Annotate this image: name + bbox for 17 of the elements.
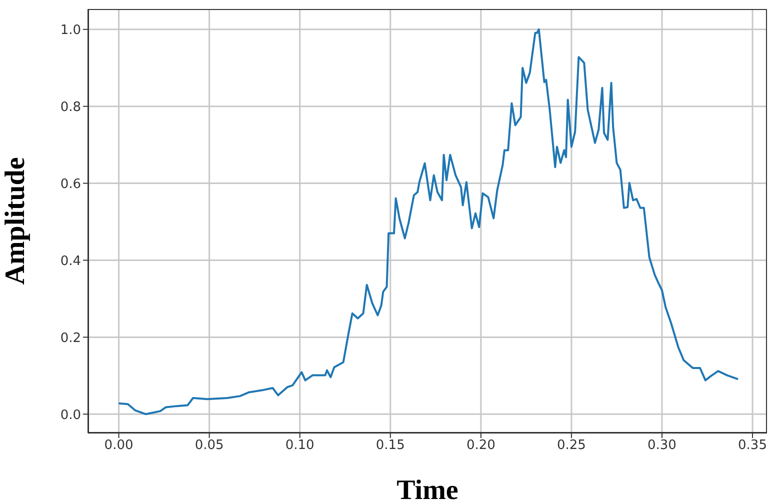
y-tick-label: 0.6 xyxy=(60,176,81,192)
line-series xyxy=(118,28,740,416)
x-tick-label: 0.05 xyxy=(194,438,224,454)
x-tick-label: 0.00 xyxy=(104,438,134,454)
y-tick-label: 0.0 xyxy=(60,408,81,423)
x-axis-title: Time xyxy=(396,475,458,501)
y-tick-label: 0.8 xyxy=(60,100,81,115)
y-axis-title: Amplitude xyxy=(0,157,31,285)
y-tick-label: 0.4 xyxy=(60,254,81,269)
x-tick-label: 0.10 xyxy=(285,438,314,454)
x-tick-label: 0.25 xyxy=(556,438,586,454)
y-tick-label: 0.2 xyxy=(60,330,81,346)
x-tick-label: 0.35 xyxy=(738,438,767,454)
x-tick-label: 0.20 xyxy=(466,438,496,454)
y-tick-label: 1.0 xyxy=(60,23,81,38)
x-tick-label: 0.15 xyxy=(376,438,405,454)
x-tick-label: 0.30 xyxy=(648,438,676,454)
